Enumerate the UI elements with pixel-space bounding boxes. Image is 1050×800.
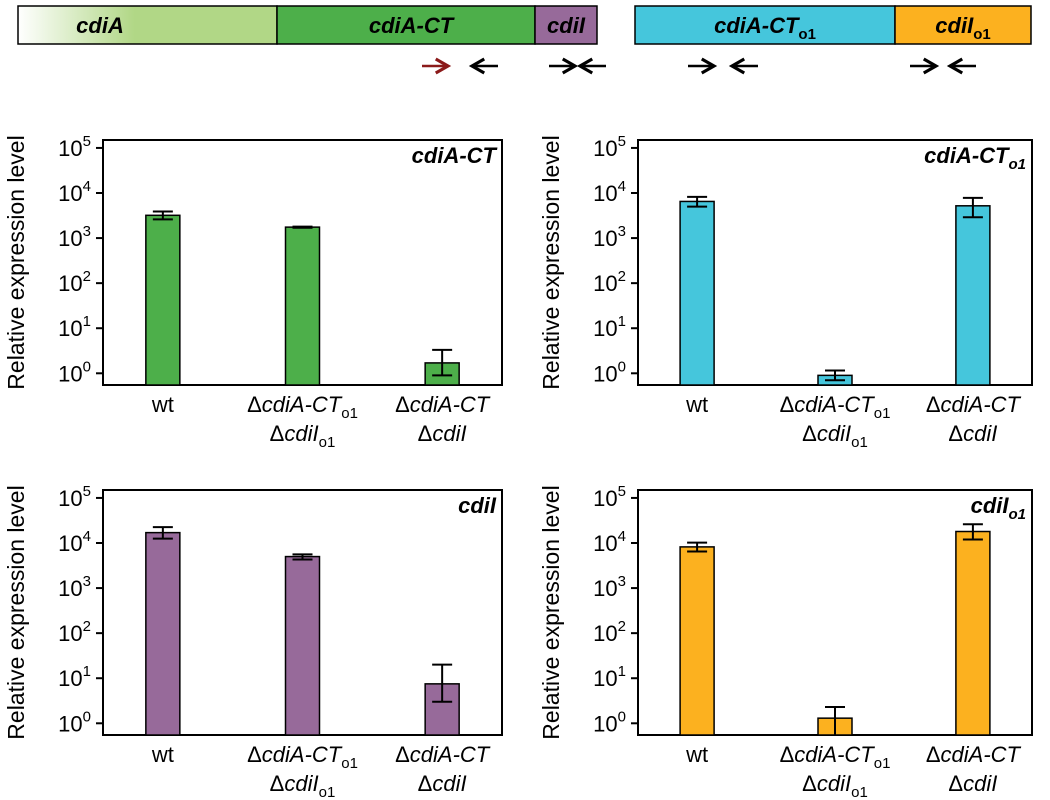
y-tick-label: 103 — [593, 223, 626, 251]
y-axis-label: Relative expression level — [538, 135, 564, 389]
bar — [955, 205, 991, 386]
y-tick-label: 100 — [58, 358, 91, 386]
chart-cdia-ct: Relative expression level 100 101 102 103 104… — [3, 133, 503, 450]
chart-title: cdiIo1 — [971, 493, 1026, 523]
y-tick-label: 104 — [58, 178, 91, 206]
y-tick-label: 102 — [593, 268, 626, 296]
x-tick-label: ΔcdiA-CTo1 — [780, 392, 891, 422]
x-tick-label: ΔcdiA-CTo1 — [247, 392, 358, 422]
chart-cdia-ct-o1: Relative expression level 100 101 102 103 104… — [538, 133, 1033, 450]
gene-segment-cdia — [17, 5, 278, 45]
y-axis-label: Relative expression level — [3, 485, 29, 739]
gene-label-cdia-ct: cdiA-CT — [369, 13, 455, 38]
bar — [679, 200, 715, 386]
y-tick-label: 100 — [593, 708, 626, 736]
gene-segment-cdii — [534, 5, 598, 45]
gene-segment-cdia-ct-o1 — [634, 5, 896, 45]
y-tick-label: 105 — [593, 483, 626, 511]
chart-title: cdiI — [458, 493, 497, 518]
x-tick-label-line2: ΔcdiIo1 — [802, 421, 868, 450]
gene-segment-cdia-ct — [276, 5, 536, 45]
chart-title: cdiA-CT — [412, 143, 498, 168]
bar — [679, 546, 715, 736]
y-tick-label: 103 — [58, 573, 91, 601]
x-tick-label-line2: ΔcdiIo1 — [270, 771, 336, 800]
x-tick-label: ΔcdiA-CTo1 — [780, 742, 891, 772]
x-tick-label: ΔcdiA-CT — [926, 742, 1022, 767]
x-tick-label: wt — [685, 392, 708, 417]
bar — [284, 555, 321, 736]
y-tick-label: 101 — [58, 313, 91, 341]
x-tick-label: wt — [151, 392, 174, 417]
y-tick-label: 102 — [58, 618, 91, 646]
y-axis-label: Relative expression level — [3, 135, 29, 389]
x-tick-label: ΔcdiA-CTo1 — [247, 742, 358, 772]
bar — [955, 530, 991, 736]
x-tick-label-line2: ΔcdiI — [418, 421, 467, 446]
x-tick-label: ΔcdiA-CT — [395, 742, 491, 767]
x-tick-label-line2: ΔcdiIo1 — [270, 421, 336, 450]
gene-segment-cdii-o1 — [894, 5, 1032, 45]
gene-map: cdiA cdiA-CT cdiI cdiA-CTo1 cdiIo1 — [17, 5, 1032, 75]
y-tick-label: 105 — [593, 133, 626, 161]
y-tick-label: 101 — [593, 313, 626, 341]
y-tick-label: 100 — [58, 708, 91, 736]
gene-label-cdii-o1: cdiIo1 — [935, 13, 990, 43]
x-tick-label-line2: ΔcdiI — [948, 421, 997, 446]
y-tick-label: 103 — [58, 223, 91, 251]
x-tick-label: wt — [151, 742, 174, 767]
x-tick-label-line2: ΔcdiI — [948, 771, 997, 796]
bar — [145, 214, 181, 386]
x-tick-label-line2: ΔcdiIo1 — [802, 771, 868, 800]
y-tick-label: 104 — [593, 178, 626, 206]
y-tick-label: 105 — [58, 133, 91, 161]
chart-title: cdiA-CTo1 — [924, 143, 1026, 173]
x-tick-label: ΔcdiA-CT — [395, 392, 491, 417]
y-tick-label: 105 — [58, 483, 91, 511]
y-tick-label: 104 — [593, 528, 626, 556]
bar — [284, 226, 321, 386]
chart-cdii: Relative expression level 100 101 102 103 104… — [3, 483, 503, 800]
y-tick-label: 104 — [58, 528, 91, 556]
y-tick-label: 101 — [58, 663, 91, 691]
x-tick-label: wt — [685, 742, 708, 767]
chart-cdii-o1: Relative expression level 100 101 102 103 104… — [538, 483, 1033, 800]
x-tick-label-line2: ΔcdiI — [418, 771, 467, 796]
gene-label-cdia: cdiA — [76, 13, 124, 38]
y-axis-label: Relative expression level — [538, 485, 564, 739]
y-tick-label: 102 — [593, 618, 626, 646]
bar — [145, 531, 181, 736]
y-tick-label: 103 — [593, 573, 626, 601]
gene-label-cdii: cdiI — [547, 13, 586, 38]
y-tick-label: 100 — [593, 358, 626, 386]
gene-label-cdia-ct-o1: cdiA-CTo1 — [714, 13, 816, 43]
x-tick-label: ΔcdiA-CT — [926, 392, 1022, 417]
y-tick-label: 102 — [58, 268, 91, 296]
y-tick-label: 101 — [593, 663, 626, 691]
